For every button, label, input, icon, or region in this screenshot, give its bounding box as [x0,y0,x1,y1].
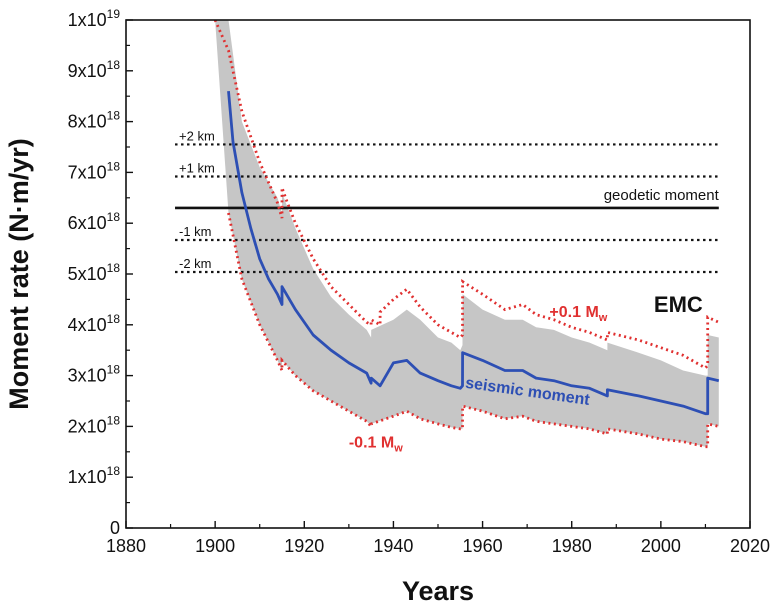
y-tick-mantissa: 4x10 [68,315,107,335]
x-tick-label: 2020 [730,536,770,556]
upper-bound-label: +0.1 Mw [549,304,607,324]
y-tick-mantissa: 9x10 [68,61,107,81]
x-axis-title: Years [402,576,474,606]
y-tick-mantissa: 1x10 [68,10,107,30]
depth-line-label: +2 km [179,128,215,143]
y-tick-mantissa: 7x10 [68,162,107,182]
x-tick-label: 1880 [106,536,146,556]
y-tick-mantissa: 6x10 [68,213,107,233]
y-tick-exponent: 18 [107,159,121,173]
y-tick-exponent: 18 [107,58,121,72]
x-tick-label: 1960 [463,536,503,556]
lower-bound-label-subscript: w [393,443,403,455]
upper-bound-line [213,20,720,370]
y-tick-exponent: 18 [107,413,121,427]
y-tick-label: 7x1018 [68,159,121,182]
y-tick-mantissa: 8x10 [68,112,107,132]
y-tick-mantissa: 5x10 [68,264,107,284]
y-tick-exponent: 18 [107,464,121,478]
y-tick-label: 1x1019 [68,7,121,30]
y-tick-exponent: 18 [107,312,121,326]
x-tick-label: 2000 [641,536,681,556]
y-tick-exponent: 18 [107,210,121,224]
y-tick-label: 4x1018 [68,312,121,335]
lower-bound-label: -0.1 Mw [349,435,403,455]
geodetic-moment-label: geodetic moment [604,187,720,204]
y-tick-label: 8x1018 [68,109,121,132]
upper-bound-label-subscript: w [598,312,608,324]
x-tick-label: 1920 [284,536,324,556]
y-tick-label: 2x1018 [68,413,121,436]
upper-bound-label-text: +0.1 M [549,304,598,321]
x-tick-label: 1900 [195,536,235,556]
y-tick-exponent: 18 [107,261,121,275]
seismic-moment-line [227,90,720,416]
y-tick-label: 3x1018 [68,363,121,386]
y-tick-label: 5x1018 [68,261,121,284]
y-axis-title: Moment rate (N·m/yr) [4,138,34,410]
y-tick-mantissa: 2x10 [68,416,107,436]
uncertainty-band [215,20,719,447]
y-tick-label: 0 [110,518,120,538]
y-tick-mantissa: 1x10 [68,467,107,487]
plot-frame [125,19,751,529]
depth-line-label: +1 km [179,160,215,175]
y-tick-exponent: 19 [107,7,121,21]
y-tick-mantissa: 0 [110,518,120,538]
x-tick-label: 1940 [373,536,413,556]
lower-bound-line [227,212,720,449]
region-label: EMC [654,292,703,317]
y-tick-exponent: 18 [107,109,121,123]
y-tick-exponent: 18 [107,363,121,377]
y-tick-label: 6x1018 [68,210,121,233]
x-tick-label: 1980 [552,536,592,556]
y-tick-label: 9x1018 [68,58,121,81]
y-tick-label: 1x1018 [68,464,121,487]
depth-line-label: -1 km [179,224,212,239]
lower-bound-label-text: -0.1 M [349,435,394,452]
y-tick-mantissa: 3x10 [68,366,107,386]
depth-line-label: -2 km [179,256,212,271]
